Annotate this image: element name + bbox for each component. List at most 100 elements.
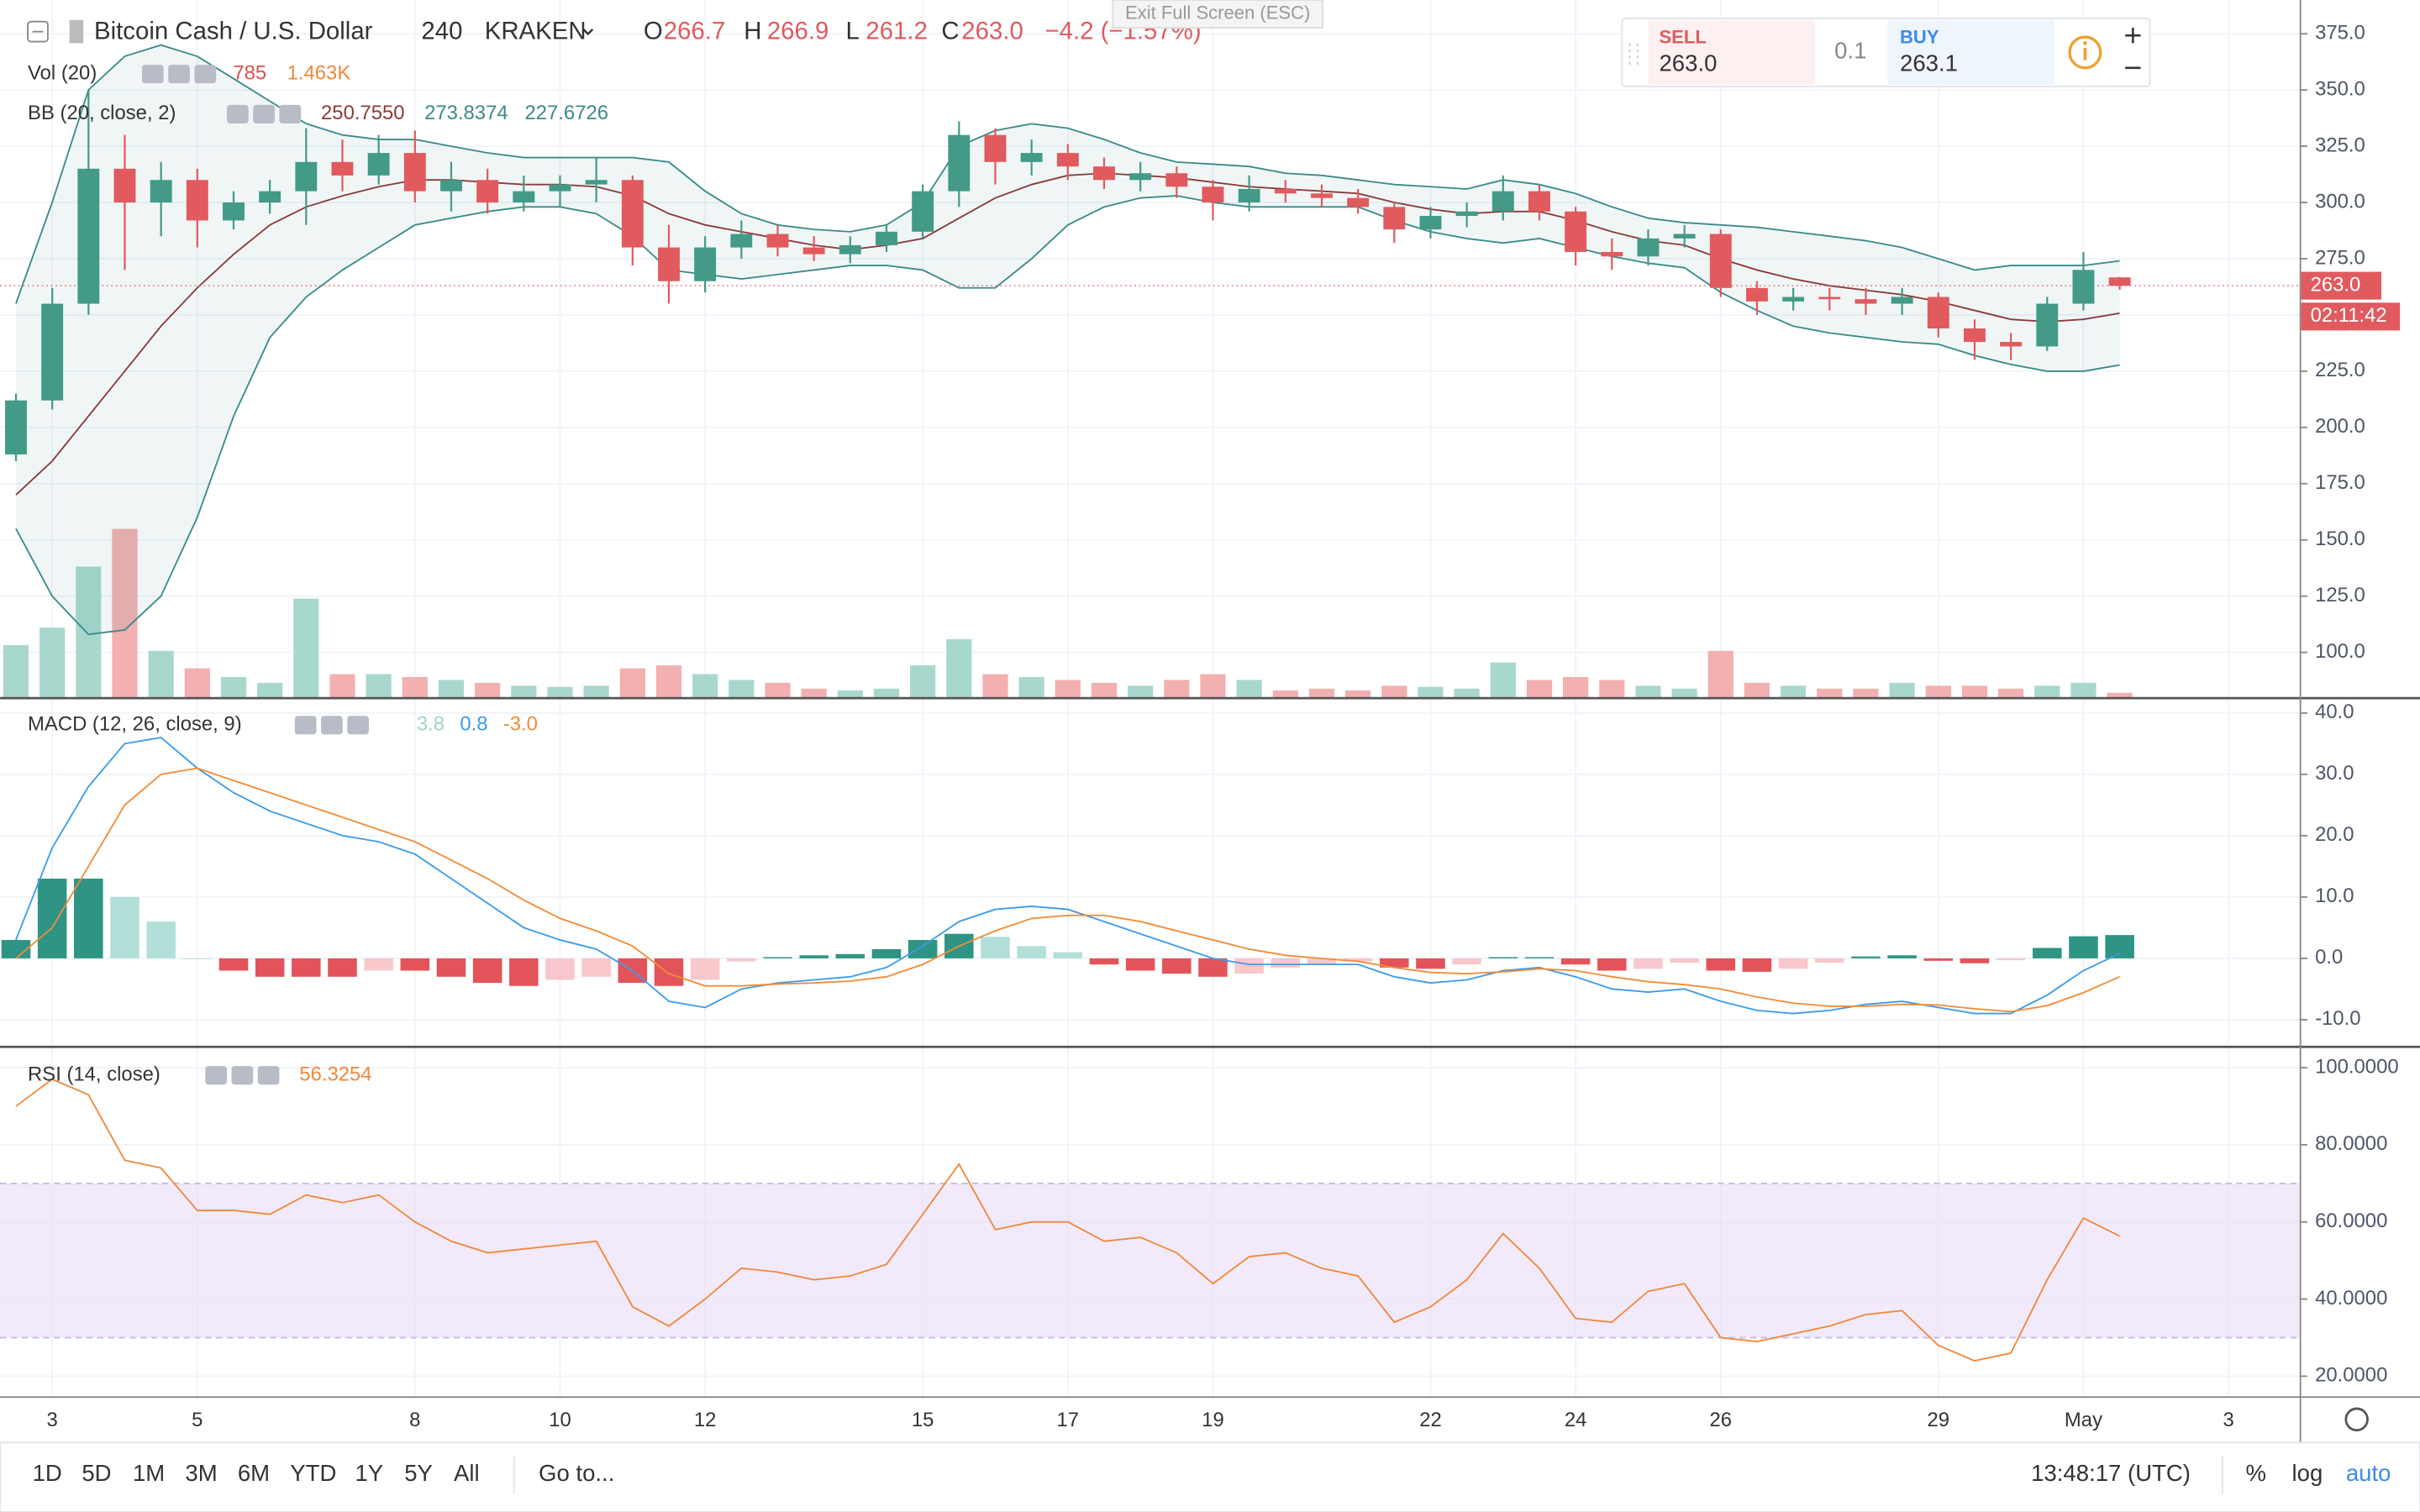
candle-body xyxy=(1673,234,1696,239)
range-button[interactable]: 5Y xyxy=(404,1460,433,1486)
histogram-bar xyxy=(1053,952,1083,958)
legend-icon[interactable] xyxy=(231,1066,254,1085)
histogram-bar xyxy=(1923,958,1954,961)
ohlc-value: 263.0 xyxy=(961,17,1023,45)
volume-bar xyxy=(765,682,791,698)
symbol-name[interactable]: Bitcoin Cash / U.S. Dollar xyxy=(94,17,373,45)
log-toggle[interactable]: log xyxy=(2292,1460,2323,1486)
indicator-label[interactable]: BB (20, close, 2) xyxy=(28,102,176,124)
candle-body xyxy=(1601,251,1623,257)
legend-icon[interactable] xyxy=(227,104,249,123)
histogram-bar xyxy=(799,955,829,958)
legend-icon[interactable] xyxy=(257,1066,280,1085)
candle-body xyxy=(331,161,354,176)
legend-icon[interactable] xyxy=(141,65,164,84)
x-tick-label: 5 xyxy=(192,1409,203,1431)
candle-body xyxy=(984,134,1007,162)
x-tick-label: 19 xyxy=(1202,1409,1224,1431)
candle-body xyxy=(1455,211,1478,217)
indicator-label[interactable]: Vol (20) xyxy=(28,61,97,84)
candle-body xyxy=(367,153,390,176)
ohlc-value: 261.2 xyxy=(865,17,928,45)
indicator-label[interactable]: MACD (12, 26, close, 9) xyxy=(28,713,242,736)
percent-toggle[interactable]: % xyxy=(2245,1460,2266,1486)
candle-body xyxy=(1528,191,1550,212)
volume-bar xyxy=(1889,682,1915,698)
histogram-bar xyxy=(2105,935,2134,958)
histogram-bar xyxy=(581,958,611,977)
candle-body xyxy=(77,168,100,304)
legend-icon[interactable] xyxy=(347,716,369,735)
goto-button[interactable]: Go to... xyxy=(539,1460,614,1486)
candle-body xyxy=(694,247,717,281)
y-tick-label: 350.0 xyxy=(2315,77,2365,100)
candle-body xyxy=(476,180,499,203)
candle-body xyxy=(113,168,136,203)
exchange[interactable]: KRAKEN xyxy=(485,17,587,45)
histogram-bar xyxy=(1778,958,1808,969)
candle-body xyxy=(2108,277,2131,286)
candle-body xyxy=(1565,211,1587,252)
info-icon[interactable] xyxy=(2068,35,2102,70)
zoom-buttons[interactable] xyxy=(2125,28,2141,70)
volume-bar xyxy=(1018,676,1044,698)
bottom-toolbar xyxy=(0,1441,2420,1512)
legend-icon[interactable] xyxy=(205,1066,227,1085)
volume-bar xyxy=(511,685,537,698)
sell-button[interactable] xyxy=(1648,19,1815,86)
range-button[interactable]: YTD xyxy=(290,1460,336,1486)
auto-toggle[interactable]: auto xyxy=(2346,1460,2391,1486)
indicator-label[interactable]: RSI (14, close) xyxy=(28,1063,160,1086)
legend-icon[interactable] xyxy=(321,716,343,735)
volume-bar xyxy=(692,674,718,698)
histogram-bar xyxy=(1162,958,1192,974)
range-button[interactable]: 1M xyxy=(133,1460,165,1486)
volume-bar xyxy=(2107,692,2133,698)
interval[interactable]: 240 xyxy=(421,17,462,45)
candle-body xyxy=(730,234,753,248)
quantity[interactable]: 0.1 xyxy=(1834,38,1866,64)
rsi-band xyxy=(0,1183,2300,1338)
histogram-bar xyxy=(1416,958,1445,969)
x-tick-label: 8 xyxy=(409,1409,420,1431)
candle-body xyxy=(513,191,535,203)
candle-body xyxy=(549,184,571,192)
histogram-bar xyxy=(1597,958,1627,971)
volume-bar xyxy=(2070,682,2096,698)
candle-body xyxy=(1056,153,1079,167)
candle-body xyxy=(1238,188,1260,203)
range-button[interactable]: All xyxy=(454,1460,480,1486)
y-tick-label: 20.0 xyxy=(2315,823,2354,846)
tooltip[interactable]: Exit Full Screen (ESC) xyxy=(1125,2,1310,23)
buy-label: BUY xyxy=(1900,27,1939,48)
legend-icon[interactable] xyxy=(194,65,217,84)
histogram-bar xyxy=(1670,958,1699,963)
legend-icon[interactable] xyxy=(253,104,275,123)
histogram-bar xyxy=(255,958,285,977)
legend-icon[interactable] xyxy=(279,104,302,123)
legend-icon[interactable] xyxy=(294,716,317,735)
histogram-bar xyxy=(1887,955,1917,958)
candle-body xyxy=(1964,328,1986,343)
legend-icon[interactable] xyxy=(168,65,190,84)
buy-button[interactable] xyxy=(1887,19,2054,86)
range-button[interactable]: 3M xyxy=(185,1460,217,1486)
range-button[interactable]: 1Y xyxy=(355,1460,383,1486)
volume-bar xyxy=(1744,682,1770,698)
volume-bar xyxy=(329,674,355,698)
range-button[interactable]: 5D xyxy=(82,1460,111,1486)
volume-bar xyxy=(2034,685,2060,698)
range-button[interactable]: 1D xyxy=(33,1460,62,1486)
collapse-icon[interactable] xyxy=(27,20,49,43)
volume-bar xyxy=(1961,685,1988,698)
histogram-bar xyxy=(1706,958,1736,971)
histogram-bar xyxy=(110,896,139,958)
y-tick-label: 275.0 xyxy=(2315,246,2365,269)
candle-body xyxy=(1093,166,1115,181)
settings-icon[interactable] xyxy=(2344,1407,2369,1432)
y-tick-label: 100.0 xyxy=(2315,640,2365,663)
volume-bar xyxy=(1418,686,1444,698)
range-button[interactable]: 6M xyxy=(238,1460,270,1486)
y-tick-label: -10.0 xyxy=(2315,1007,2360,1030)
